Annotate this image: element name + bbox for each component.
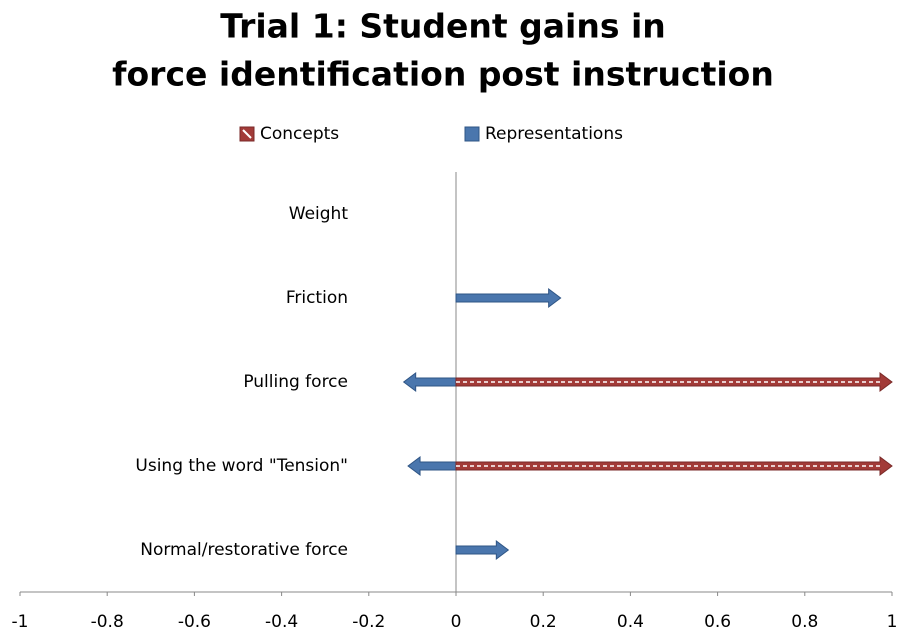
x-tick-label: 0.6	[704, 612, 731, 632]
legend-swatch	[464, 126, 480, 142]
x-tick-label: 1	[887, 612, 898, 632]
chart-title: force identification post instruction	[112, 55, 774, 94]
x-tick-label: -0.2	[352, 612, 385, 632]
arrow-bar	[455, 540, 510, 560]
arrow-bar	[455, 456, 893, 476]
arrow-shape	[455, 288, 562, 308]
x-tick-label: -0.8	[91, 612, 124, 632]
y-tick-label: Friction	[286, 288, 348, 308]
arrow-bar	[455, 288, 562, 308]
y-tick-label: Pulling force	[243, 372, 348, 392]
x-tick-label: 0.4	[617, 612, 644, 632]
arrow-bar	[407, 456, 457, 476]
x-tick-label: -0.6	[178, 612, 211, 632]
arrow-bar	[402, 372, 457, 392]
x-tick-label: -0.4	[265, 612, 298, 632]
y-tick-label: Normal/restorative force	[140, 540, 348, 560]
legend-label: Concepts	[260, 124, 339, 144]
legend-label: Representations	[485, 124, 623, 144]
chart-title: Trial 1: Student gains in	[220, 7, 666, 46]
y-tick-label: Weight	[289, 204, 349, 224]
x-tick-label: -1	[12, 612, 29, 632]
arrow-bar	[455, 372, 893, 392]
arrow-shape	[455, 540, 510, 560]
x-tick-label: 0	[451, 612, 462, 632]
y-tick-label: Using the word "Tension"	[135, 456, 348, 476]
arrow-shape	[402, 372, 457, 392]
legend-hatch	[242, 129, 252, 139]
arrow-shape	[407, 456, 457, 476]
x-tick-label: 0.2	[530, 612, 557, 632]
x-tick-label: 0.8	[791, 612, 818, 632]
